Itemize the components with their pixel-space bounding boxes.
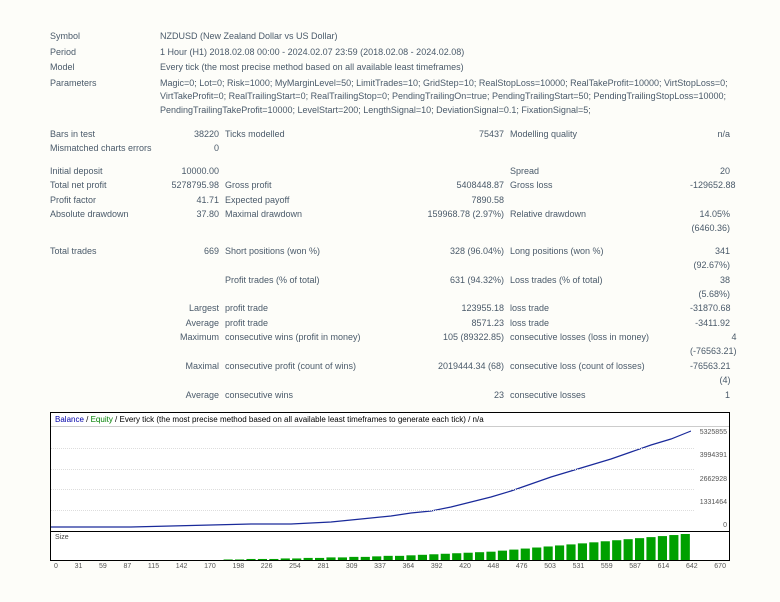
long-pos-label: Long positions (won %) bbox=[510, 244, 690, 273]
avg-profit-value: 8571.23 bbox=[405, 316, 510, 330]
ticks-modelled-value: 75437 bbox=[405, 127, 510, 141]
model-value: Every tick (the most precise method base… bbox=[160, 61, 730, 75]
params-value: Magic=0; Lot=0; Risk=1000; MyMarginLevel… bbox=[160, 77, 730, 118]
x-axis-labels: 0315987115142170198226254281309337364392… bbox=[50, 561, 730, 572]
model-label: Model bbox=[50, 61, 160, 75]
modelling-quality-label: Modelling quality bbox=[510, 127, 690, 141]
gross-profit-value: 5408448.87 bbox=[405, 178, 510, 192]
largest-label: Largest bbox=[160, 301, 225, 315]
spread-label: Spread bbox=[510, 164, 690, 178]
total-trades-label: Total trades bbox=[50, 244, 160, 273]
max-clossp-label: consecutive loss (count of losses) bbox=[510, 359, 690, 388]
profit-factor-label: Profit factor bbox=[50, 193, 160, 207]
report-header: SymbolNZDUSD (New Zealand Dollar vs US D… bbox=[50, 30, 730, 117]
largest-profit-label: profit trade bbox=[225, 301, 405, 315]
maximum-label: Maximum bbox=[160, 330, 225, 359]
gross-profit-label: Gross profit bbox=[225, 178, 405, 192]
avg-loss-value: -3411.92 bbox=[690, 316, 730, 330]
bars-in-test-value: 38220 bbox=[160, 127, 225, 141]
avg-loss-label: loss trade bbox=[510, 316, 690, 330]
period-value: 1 Hour (H1) 2018.02.08 00:00 - 2024.02.0… bbox=[160, 46, 730, 60]
total-net-profit-value: 5278795.98 bbox=[160, 178, 225, 192]
equity-legend: Equity bbox=[91, 415, 113, 424]
params-label: Parameters bbox=[50, 77, 160, 118]
abs-drawdown-value: 37.80 bbox=[160, 207, 225, 236]
chart-main-area: 53258553994391266292813314640 bbox=[51, 427, 729, 532]
loss-trades-label: Loss trades (% of total) bbox=[510, 273, 690, 302]
stats-table: Bars in test38220Ticks modelled75437Mode… bbox=[50, 127, 730, 402]
avg-cwins-label: consecutive wins bbox=[225, 388, 405, 402]
profit-factor-value: 41.71 bbox=[160, 193, 225, 207]
maximal-label: Maximal bbox=[160, 359, 225, 388]
mismatched-label: Mismatched charts errors bbox=[50, 141, 160, 155]
chart-title-rest: / Every tick (the most precise method ba… bbox=[113, 415, 484, 424]
balance-chart: Balance / Equity / Every tick (the most … bbox=[50, 412, 730, 561]
max-clossp-value: -76563.21 (4) bbox=[690, 359, 731, 388]
profit-trades-value: 631 (94.32%) bbox=[405, 273, 510, 302]
modelling-quality-value: n/a bbox=[690, 127, 730, 141]
total-trades-value: 669 bbox=[160, 244, 225, 273]
size-label: Size bbox=[55, 534, 69, 541]
avg-closs-label: consecutive losses bbox=[510, 388, 690, 402]
avg-profit-label: profit trade bbox=[225, 316, 405, 330]
max-cwins-value: 105 (89322.85) bbox=[405, 330, 510, 359]
balance-line-svg bbox=[51, 427, 691, 532]
total-net-profit-label: Total net profit bbox=[50, 178, 160, 192]
expected-payoff-label: Expected payoff bbox=[225, 193, 405, 207]
max-closs-label: consecutive losses (loss in money) bbox=[510, 330, 690, 359]
initial-deposit-value: 10000.00 bbox=[160, 164, 225, 178]
rel-drawdown-value: 14.05% (6460.36) bbox=[690, 207, 730, 236]
profit-trades-label: Profit trades (% of total) bbox=[225, 273, 405, 302]
long-pos-value: 341 (92.67%) bbox=[690, 244, 730, 273]
loss-trades-value: 38 (5.68%) bbox=[690, 273, 730, 302]
max-cprofit-value: 2019444.34 (68) bbox=[405, 359, 510, 388]
symbol-value: NZDUSD (New Zealand Dollar vs US Dollar) bbox=[160, 30, 730, 44]
max-drawdown-label: Maximal drawdown bbox=[225, 207, 405, 236]
avg-cwins-value: 23 bbox=[405, 388, 510, 402]
size-chart-area: Size bbox=[51, 532, 729, 560]
avg-closs-value: 1 bbox=[690, 388, 730, 402]
initial-deposit-label: Initial deposit bbox=[50, 164, 160, 178]
max-cwins-label: consecutive wins (profit in money) bbox=[225, 330, 405, 359]
mismatched-value: 0 bbox=[160, 141, 225, 155]
balance-legend: Balance bbox=[55, 415, 84, 424]
y-axis-labels: 53258553994391266292813314640 bbox=[700, 427, 727, 531]
gross-loss-value: -129652.88 bbox=[690, 178, 736, 192]
short-pos-label: Short positions (won %) bbox=[225, 244, 405, 273]
max-closs-value: 4 (-76563.21) bbox=[690, 330, 737, 359]
largest-loss-label: loss trade bbox=[510, 301, 690, 315]
max-cprofit-label: consecutive profit (count of wins) bbox=[225, 359, 405, 388]
average-label: Average bbox=[160, 316, 225, 330]
expected-payoff-value: 7890.58 bbox=[405, 193, 510, 207]
gross-loss-label: Gross loss bbox=[510, 178, 690, 192]
symbol-label: Symbol bbox=[50, 30, 160, 44]
rel-drawdown-label: Relative drawdown bbox=[510, 207, 690, 236]
max-drawdown-value: 159968.78 (2.97%) bbox=[405, 207, 510, 236]
abs-drawdown-label: Absolute drawdown bbox=[50, 207, 160, 236]
period-label: Period bbox=[50, 46, 160, 60]
average2-label: Average bbox=[160, 388, 225, 402]
bars-in-test-label: Bars in test bbox=[50, 127, 160, 141]
spread-value: 20 bbox=[690, 164, 730, 178]
largest-profit-value: 123955.18 bbox=[405, 301, 510, 315]
chart-title: Balance / Equity / Every tick (the most … bbox=[51, 413, 729, 427]
size-bars-svg bbox=[51, 532, 691, 560]
short-pos-value: 328 (96.04%) bbox=[405, 244, 510, 273]
ticks-modelled-label: Ticks modelled bbox=[225, 127, 405, 141]
largest-loss-value: -31870.68 bbox=[690, 301, 731, 315]
